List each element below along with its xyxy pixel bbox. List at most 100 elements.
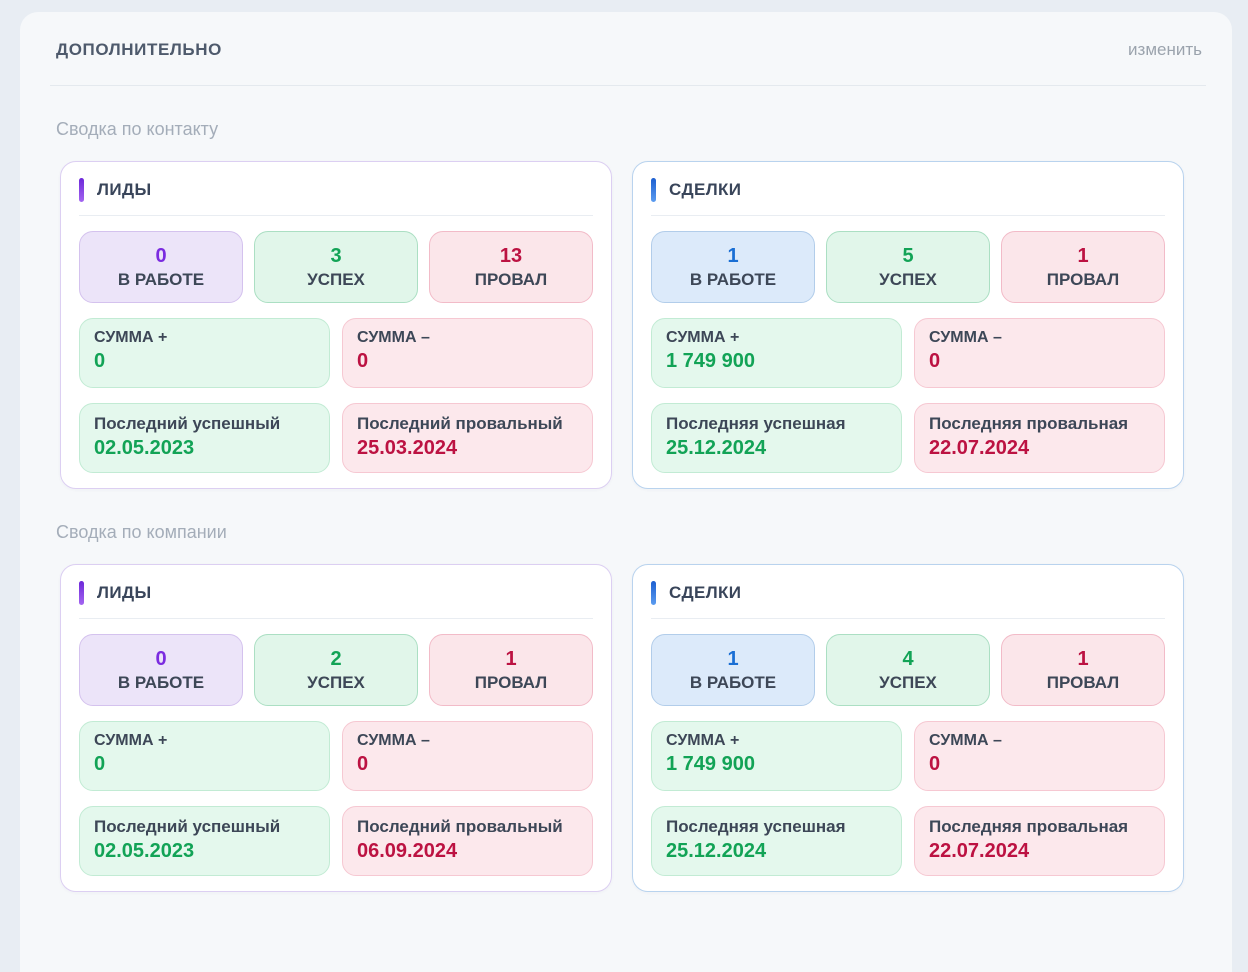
- stat-value: 1: [727, 647, 739, 670]
- card-divider: [79, 215, 593, 216]
- last-fail-label: Последняя провальная: [929, 817, 1129, 836]
- stat-label: ПРОВАЛ: [1046, 269, 1120, 289]
- last-fail-box: Последний провальный 06.09.2024: [342, 806, 593, 876]
- last-fail-box: Последний провальный 25.03.2024: [342, 403, 593, 473]
- stat-label: УСПЕХ: [879, 269, 937, 289]
- sums-row: СУММА + 1 749 900 СУММА – 0: [651, 721, 1165, 791]
- dates-row: Последняя успешная 25.12.2024 Последняя …: [651, 806, 1165, 876]
- company-cards-row: ЛИДЫ 0 В РАБОТЕ 2 УСПЕХ 1 ПРОВАЛ: [60, 564, 1184, 892]
- stat-value: 1: [505, 647, 517, 670]
- sums-row: СУММА + 0 СУММА – 0: [79, 318, 593, 388]
- sum-minus-label: СУММА –: [929, 329, 1002, 346]
- contact-leads-card: ЛИДЫ 0 В РАБОТЕ 3 УСПЕХ 13 ПРОВАЛ: [60, 161, 612, 489]
- last-success-box: Последний успешный 02.05.2023: [79, 403, 330, 473]
- dates-row: Последний успешный 02.05.2023 Последний …: [79, 806, 593, 876]
- last-success-date: 02.05.2023: [94, 840, 195, 862]
- sum-minus-label: СУММА –: [357, 329, 430, 346]
- sum-minus-value: 0: [357, 753, 369, 775]
- last-success-box: Последняя успешная 25.12.2024: [651, 806, 902, 876]
- last-fail-date: 25.03.2024: [357, 437, 458, 459]
- stat-fail: 1 ПРОВАЛ: [429, 634, 593, 706]
- last-success-label: Последний успешный: [94, 414, 281, 433]
- stats-row: 0 В РАБОТЕ 2 УСПЕХ 1 ПРОВАЛ: [79, 634, 593, 706]
- sum-plus-label: СУММА +: [94, 329, 168, 346]
- panel-header: ДОПОЛНИТЕЛЬНО изменить: [36, 40, 1206, 60]
- stat-value: 1: [727, 244, 739, 267]
- sum-plus-box: СУММА + 0: [79, 721, 330, 791]
- stat-label: УСПЕХ: [307, 672, 365, 692]
- last-fail-label: Последний провальный: [357, 817, 563, 836]
- stat-value: 1: [1077, 647, 1089, 670]
- last-fail-box: Последняя провальная 22.07.2024: [914, 403, 1165, 473]
- last-fail-label: Последняя провальная: [929, 414, 1129, 433]
- contact-deals-card: СДЕЛКИ 1 В РАБОТЕ 5 УСПЕХ 1 ПРОВАЛ: [632, 161, 1184, 489]
- last-fail-date: 22.07.2024: [929, 840, 1030, 862]
- stat-in-progress: 0 В РАБОТЕ: [79, 634, 243, 706]
- sum-plus-label: СУММА +: [94, 732, 168, 749]
- stat-in-progress: 1 В РАБОТЕ: [651, 634, 815, 706]
- company-deals-card: СДЕЛКИ 1 В РАБОТЕ 4 УСПЕХ 1 ПРОВАЛ: [632, 564, 1184, 892]
- sum-plus-box: СУММА + 1 749 900: [651, 318, 902, 388]
- stat-value: 0: [155, 647, 167, 670]
- stat-value: 3: [330, 244, 342, 267]
- card-head: ЛИДЫ: [79, 178, 593, 202]
- sum-plus-value: 0: [94, 753, 106, 775]
- sum-minus-value: 0: [929, 350, 941, 372]
- last-fail-date: 22.07.2024: [929, 437, 1030, 459]
- dates-row: Последняя успешная 25.12.2024 Последняя …: [651, 403, 1165, 473]
- stat-value: 4: [902, 647, 914, 670]
- last-success-label: Последняя успешная: [666, 817, 846, 836]
- sum-minus-value: 0: [929, 753, 941, 775]
- stat-label: УСПЕХ: [307, 269, 365, 289]
- stat-success: 3 УСПЕХ: [254, 231, 418, 303]
- last-fail-date: 06.09.2024: [357, 840, 458, 862]
- stat-label: В РАБОТЕ: [689, 269, 777, 289]
- stat-value: 2: [330, 647, 342, 670]
- sum-minus-label: СУММА –: [929, 732, 1002, 749]
- last-success-date: 02.05.2023: [94, 437, 195, 459]
- stat-success: 2 УСПЕХ: [254, 634, 418, 706]
- card-head: ЛИДЫ: [79, 581, 593, 605]
- stat-label: УСПЕХ: [879, 672, 937, 692]
- dates-row: Последний успешный 02.05.2023 Последний …: [79, 403, 593, 473]
- stat-fail: 1 ПРОВАЛ: [1001, 634, 1165, 706]
- panel-title: ДОПОЛНИТЕЛЬНО: [56, 40, 222, 59]
- stat-fail: 13 ПРОВАЛ: [429, 231, 593, 303]
- last-success-label: Последний успешный: [94, 817, 281, 836]
- stat-value: 5: [902, 244, 914, 267]
- sum-plus-value: 1 749 900: [666, 753, 755, 775]
- card-title: СДЕЛКИ: [669, 583, 742, 602]
- stats-row: 1 В РАБОТЕ 4 УСПЕХ 1 ПРОВАЛ: [651, 634, 1165, 706]
- stat-value: 0: [155, 244, 167, 267]
- card-title: ЛИДЫ: [97, 180, 152, 199]
- card-divider: [79, 618, 593, 619]
- last-success-date: 25.12.2024: [666, 437, 767, 459]
- sum-plus-label: СУММА +: [666, 329, 740, 346]
- stats-row: 0 В РАБОТЕ 3 УСПЕХ 13 ПРОВАЛ: [79, 231, 593, 303]
- sum-plus-value: 0: [94, 350, 106, 372]
- sum-plus-box: СУММА + 1 749 900: [651, 721, 902, 791]
- stat-success: 5 УСПЕХ: [826, 231, 990, 303]
- sum-minus-box: СУММА – 0: [342, 721, 593, 791]
- stat-value: 13: [499, 244, 523, 267]
- last-fail-box: Последняя провальная 22.07.2024: [914, 806, 1165, 876]
- accent-bar: [79, 581, 84, 605]
- last-success-date: 25.12.2024: [666, 840, 767, 862]
- sum-minus-box: СУММА – 0: [914, 721, 1165, 791]
- edit-link[interactable]: изменить: [1128, 40, 1202, 59]
- last-success-box: Последняя успешная 25.12.2024: [651, 403, 902, 473]
- card-divider: [651, 618, 1165, 619]
- stat-fail: 1 ПРОВАЛ: [1001, 231, 1165, 303]
- sums-row: СУММА + 1 749 900 СУММА – 0: [651, 318, 1165, 388]
- sum-minus-box: СУММА – 0: [342, 318, 593, 388]
- sum-plus-value: 1 749 900: [666, 350, 755, 372]
- accent-bar: [651, 178, 656, 202]
- stat-in-progress: 1 В РАБОТЕ: [651, 231, 815, 303]
- stats-row: 1 В РАБОТЕ 5 УСПЕХ 1 ПРОВАЛ: [651, 231, 1165, 303]
- sum-minus-value: 0: [357, 350, 369, 372]
- last-success-label: Последняя успешная: [666, 414, 846, 433]
- sum-plus-label: СУММА +: [666, 732, 740, 749]
- card-title: СДЕЛКИ: [669, 180, 742, 199]
- card-head: СДЕЛКИ: [651, 178, 1165, 202]
- card-head: СДЕЛКИ: [651, 581, 1165, 605]
